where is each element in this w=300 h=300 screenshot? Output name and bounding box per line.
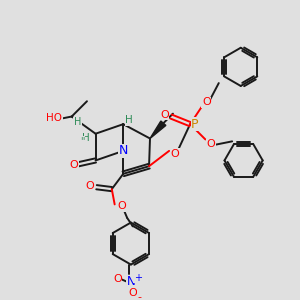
Text: -: -: [137, 292, 142, 300]
Text: O: O: [160, 110, 169, 120]
Text: O: O: [207, 139, 215, 149]
Text: O: O: [128, 288, 137, 298]
Text: +: +: [134, 273, 142, 283]
Text: N: N: [127, 275, 135, 288]
Text: P: P: [191, 118, 199, 131]
Text: H: H: [125, 115, 133, 125]
Text: O: O: [69, 160, 78, 170]
Text: H: H: [74, 117, 81, 127]
Text: O: O: [170, 149, 179, 159]
Text: O: O: [113, 274, 122, 284]
Text: O: O: [202, 97, 211, 107]
Text: H: H: [82, 133, 90, 142]
Polygon shape: [150, 121, 166, 139]
Text: O: O: [117, 201, 126, 211]
Text: O: O: [85, 181, 94, 191]
Text: ": ": [80, 136, 84, 146]
Text: HO: HO: [46, 113, 62, 123]
Text: N: N: [118, 144, 128, 158]
